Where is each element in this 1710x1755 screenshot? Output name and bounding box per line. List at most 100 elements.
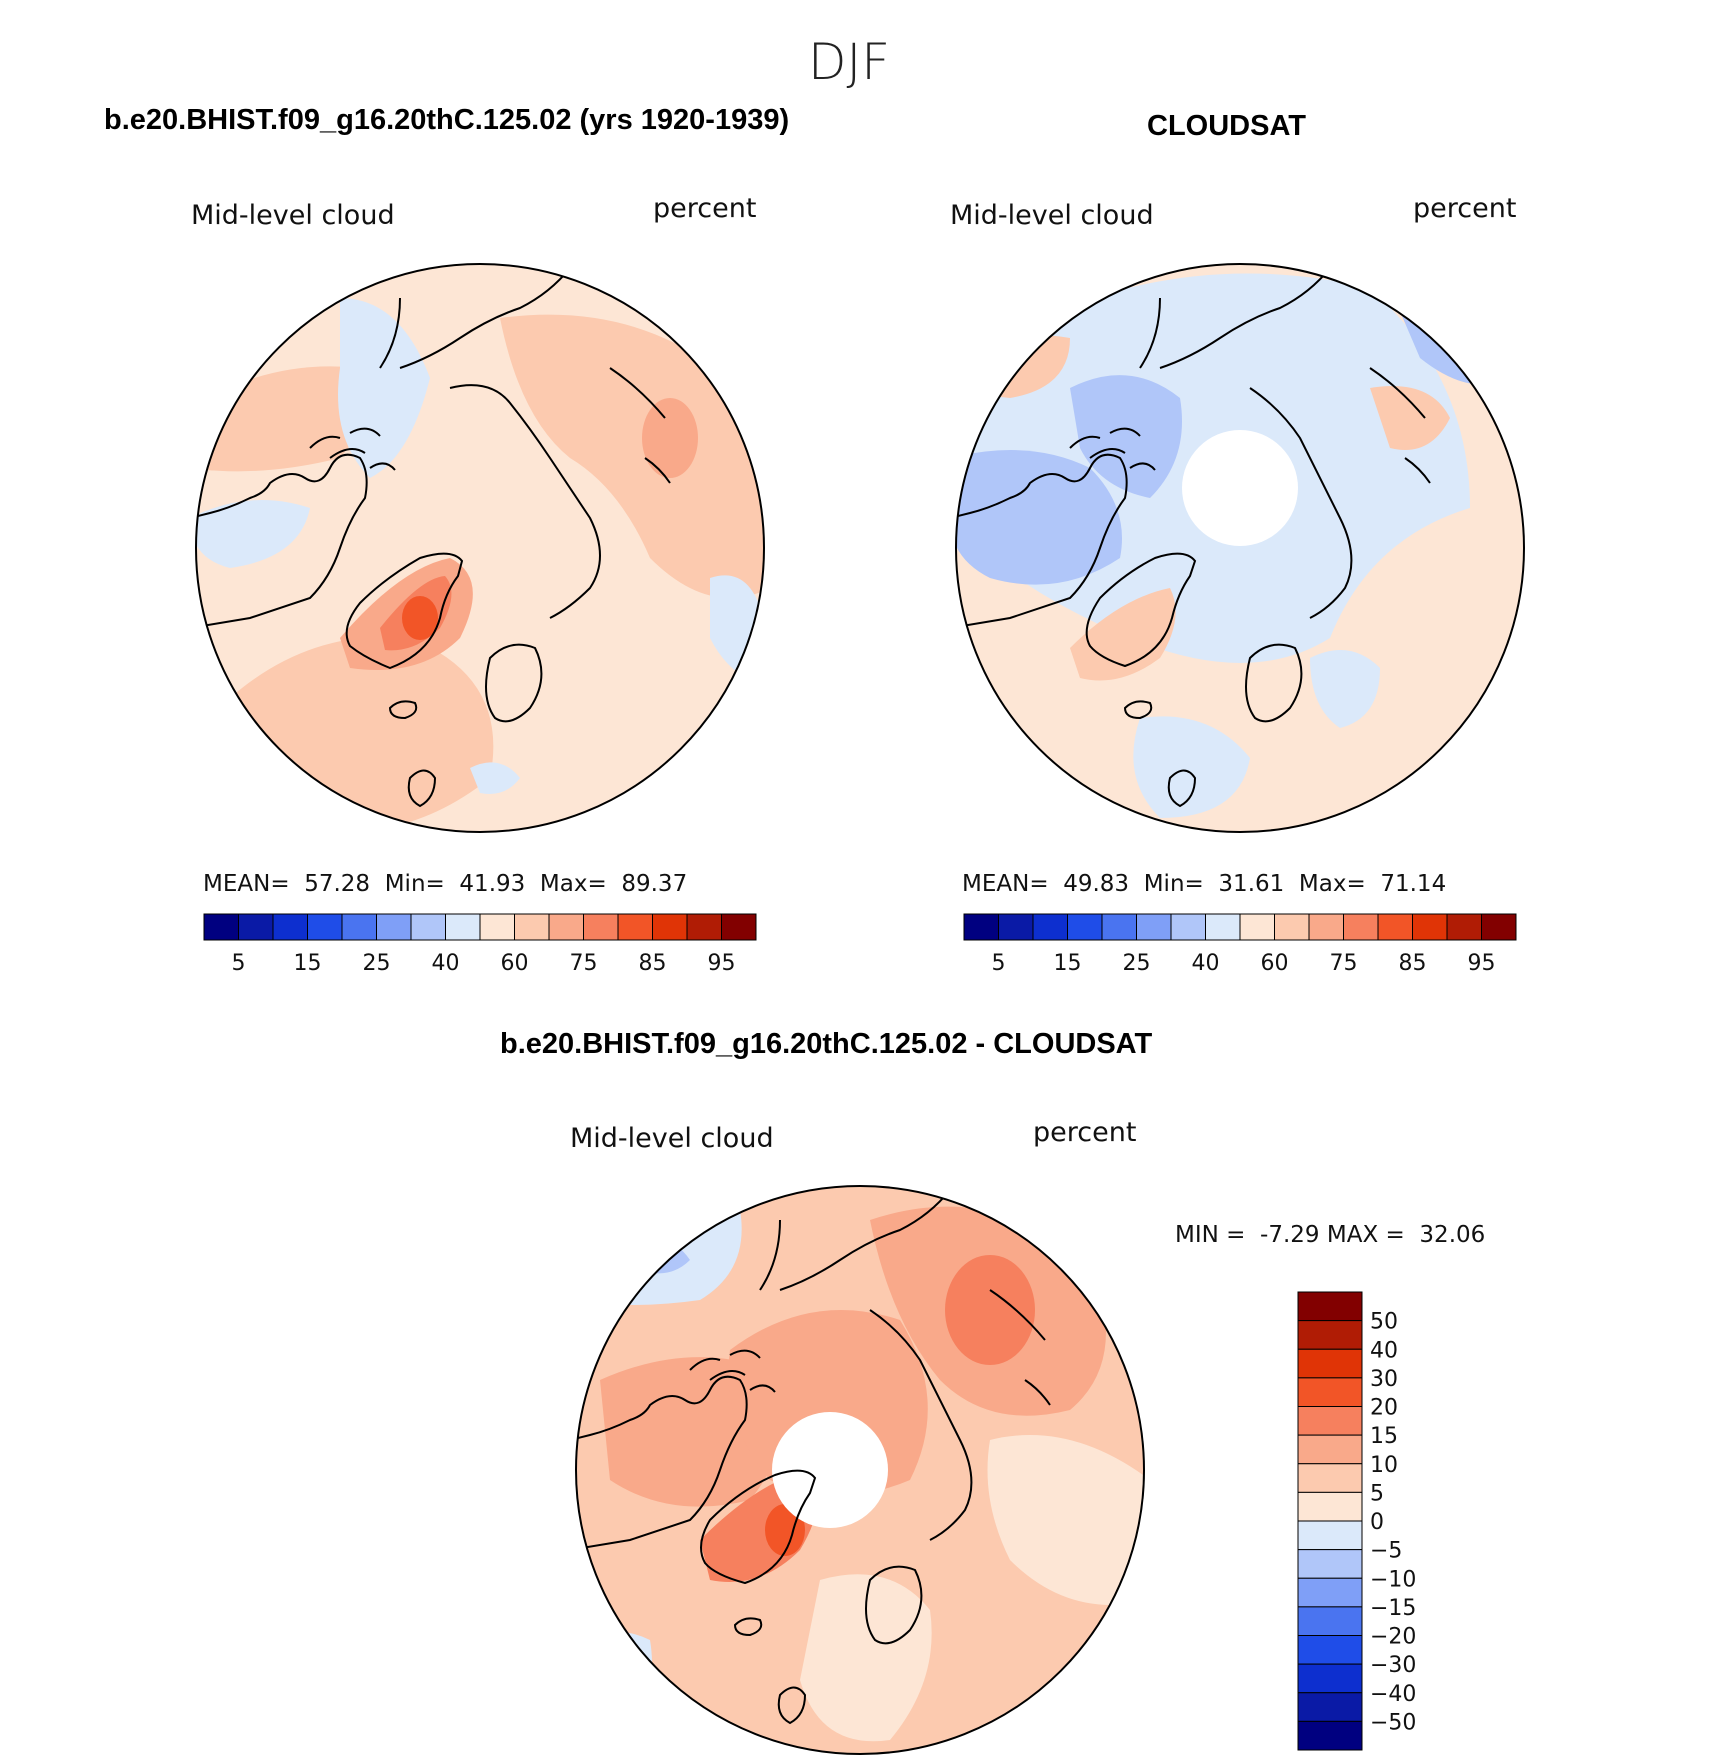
panel-2-coast-archipelago [1069,427,1156,471]
panel-2-missing-pole [1182,430,1298,546]
panel-1-map [195,263,765,833]
colorbar-2-swatch-3 [1067,913,1103,941]
colorbar-1-swatch-14 [686,913,722,941]
colorbar-3-tick-label: −10 [1370,1567,1416,1592]
panel-3-coast-greenland [700,1469,817,1585]
colorbar-2-tick-label: 40 [1192,951,1220,976]
panel-1-coast-scandinavia [485,643,543,723]
panel-1-coast-siberia [379,267,601,619]
panel-2-field-scandinavia-cool [1310,650,1380,728]
panel-2-min-label: Min= [1143,871,1204,897]
panel-1-units: percent [653,193,757,224]
panel-1-mean-value: 57.28 [304,871,371,897]
colorbar-3-swatch-3 [1297,1377,1363,1407]
panel-3-coast-iceland [733,1617,763,1637]
colorbar-2-swatch-8 [1239,913,1275,941]
panel-2-title: CLOUDSAT [1147,110,1306,142]
colorbar-1-swatch-0 [203,913,239,941]
panel-1-min-value: 41.93 [459,871,526,897]
panel-3-coast-scandinavia [865,1565,923,1645]
panel-1-field-siberia [500,314,764,598]
colorbar-2-swatch-6 [1170,913,1206,941]
colorbar-2-swatch-4 [1101,913,1137,941]
colorbar-3-tick-label: 20 [1370,1396,1398,1421]
colorbar-1-swatch-6 [410,913,446,941]
panel-3-title: b.e20.BHIST.f09_g16.20thC.125.02 - CLOUD… [500,1028,1153,1060]
colorbar-2-swatch-10 [1308,913,1344,941]
panel-1-field-bering [338,298,430,478]
panel-3-field-siberia-core [945,1255,1035,1365]
panel-3-min-value: -7.29 [1260,1222,1320,1248]
panel-2-coast-greenland [1085,552,1197,668]
colorbar-2-swatch-14 [1446,913,1482,941]
panel-3-max-value: 32.06 [1419,1222,1486,1248]
colorbar-3-swatch-8 [1297,1520,1363,1551]
colorbar-1-swatch-15 [721,913,757,941]
panel-1-mean-label: MEAN= [203,871,290,897]
colorbar-1-swatch-1 [238,913,274,941]
colorbar-1-tick-label: 60 [501,951,529,976]
panel-1-coast-britain [407,769,437,808]
panel-2-units: percent [1413,193,1517,224]
panel-2-field-atlantic-warm [1370,386,1450,450]
panel-1-max-label: Max= [539,871,607,897]
colorbar-3-tick-label: 15 [1370,1424,1398,1449]
panel-3-stats: MIN = -7.29 MAX = 32.06 [1175,1222,1485,1248]
panel-2-coast-kamchatka [1369,367,1431,484]
colorbar-3-swatch-4 [1297,1406,1363,1436]
panel-1-coast-kamchatka [609,367,671,484]
panel-1-field-europe-small [470,762,520,794]
colorbar-1-swatch-13 [652,913,688,941]
colorbar-1-swatch-3 [307,913,343,941]
colorbar-2-tick-label: 60 [1261,951,1289,976]
colorbar-1-swatch-4 [341,913,377,941]
colorbar-3-tick-label: 50 [1370,1310,1398,1335]
colorbar-3-tick-label: 10 [1370,1453,1398,1478]
colorbar-2-swatch-12 [1377,913,1413,941]
panel-3-min-label: MIN = [1175,1222,1246,1248]
colorbar-1-tick-label: 40 [432,951,460,976]
colorbar-1-swatch-8 [479,913,515,941]
colorbar-1-swatch-12 [617,913,653,941]
colorbar-1-tick-label: 25 [363,951,391,976]
panel-3-missing-pole [772,1412,888,1528]
panel-1-stats: MEAN= 57.28 Min= 41.93 Max= 89.37 [203,871,687,897]
colorbar-3-tick-label: −20 [1370,1625,1416,1650]
colorbar-1-swatch-7 [445,913,481,941]
panel-1-max-value: 89.37 [621,871,688,897]
panel-2-field-europe-cool [1133,716,1250,818]
colorbar-2-swatch-5 [1136,913,1172,941]
colorbar-3-swatch-11 [1297,1606,1363,1636]
colorbar-2-swatch-15 [1481,913,1517,941]
panel-2-variable: Mid-level cloud [950,200,1154,231]
panel-1-min-label: Min= [384,871,445,897]
colorbar-3-swatch-13 [1297,1663,1363,1694]
colorbar-1-tick-label: 95 [708,951,736,976]
colorbar-3-swatch-5 [1297,1434,1363,1465]
colorbar-3-swatch-2 [1297,1348,1363,1379]
panel-1-coast-iceland [388,700,418,720]
colorbar-3-tick-label: −40 [1370,1682,1416,1707]
panel-1-colorbar: 5 15 25 40 60 75 85 95 [203,913,757,976]
panel-1-field-siberia-max [642,398,698,478]
colorbar-2-swatch-9 [1274,913,1310,941]
colorbar-2-swatch-0 [963,913,999,941]
panel-1-coast-greenland [345,552,464,670]
colorbar-2-tick-label: 95 [1468,951,1496,976]
colorbar-3-tick-label: −30 [1370,1653,1416,1678]
panel-3-coast-north-america [576,1375,748,1551]
colorbar-1-swatch-5 [376,913,412,941]
colorbar-2-swatch-7 [1205,913,1241,941]
panel-2-map [955,263,1525,833]
colorbar-3-swatch-15 [1297,1720,1363,1751]
panel-3-map [575,1185,1145,1755]
colorbar-2-tick-label: 75 [1330,951,1358,976]
panel-1-coast-archipelago [309,427,396,471]
panel-1-coast-north-america [196,453,368,629]
panel-2-coast-scandinavia [1245,643,1303,723]
colorbar-3-tick-label: 30 [1370,1367,1398,1392]
panel-3-coast-kamchatka [989,1289,1051,1406]
panel-3-field-east-light [987,1435,1144,1605]
colorbar-2-tick-label: 25 [1123,951,1151,976]
colorbar-2-swatch-13 [1412,913,1448,941]
